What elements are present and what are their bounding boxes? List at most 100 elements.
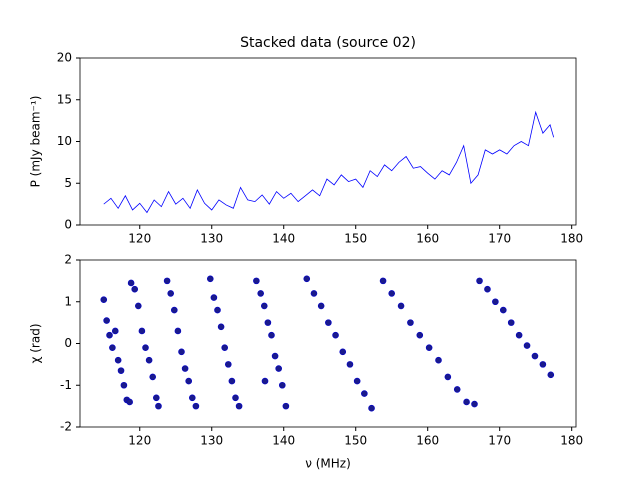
x-tick-label: 180 [560, 232, 583, 246]
data-point [332, 331, 339, 339]
data-point [221, 344, 228, 351]
y-tick-label: 15 [57, 92, 72, 106]
data-point [407, 319, 414, 326]
data-point [453, 386, 461, 393]
x-tick-label: 160 [416, 434, 439, 448]
data-point [515, 331, 523, 339]
data-point [507, 319, 515, 326]
data-point [111, 327, 119, 335]
data-point [114, 356, 122, 364]
y-tick-label: 10 [57, 134, 72, 148]
data-point [499, 306, 507, 314]
data-point [189, 394, 196, 402]
x-tick-label: 150 [344, 434, 367, 448]
data-point [379, 277, 387, 285]
data-point [127, 279, 135, 287]
data-point [275, 365, 282, 372]
y-tick-label: 2 [64, 253, 72, 267]
data-point [109, 344, 116, 351]
data-point [149, 373, 157, 381]
data-point [361, 390, 368, 397]
y-tick-label: -2 [60, 420, 72, 434]
x-tick-label: 150 [344, 232, 367, 246]
data-point [416, 331, 424, 339]
data-point [135, 302, 142, 310]
data-point [103, 317, 110, 324]
data-point [192, 402, 200, 410]
data-point [142, 344, 149, 351]
data-point [155, 402, 162, 410]
data-point [210, 294, 218, 301]
data-point [138, 327, 146, 335]
data-point [492, 298, 499, 306]
data-point [463, 398, 470, 406]
chart-title: Stacked data (source 02) [240, 35, 416, 51]
data-point [261, 377, 269, 385]
data-point [368, 404, 375, 412]
x-tick-label: 130 [200, 434, 223, 448]
y-tick-label: 5 [64, 176, 72, 190]
data-point [397, 302, 405, 310]
data-point [435, 356, 442, 364]
data-point [163, 277, 171, 285]
x-tick-label: 130 [200, 232, 223, 246]
data-point [100, 296, 108, 303]
data-point [282, 402, 290, 410]
y-tick-label: 0 [64, 218, 72, 232]
data-line [103, 110, 555, 214]
data-point [325, 319, 332, 326]
data-point [131, 285, 139, 293]
data-point [260, 302, 268, 310]
data-point [339, 348, 347, 356]
axes-frame [79, 259, 577, 428]
y-tick-label: 1 [64, 294, 72, 308]
data-point [145, 356, 153, 364]
data-point [181, 365, 189, 372]
data-point [214, 306, 221, 314]
data-point [531, 352, 539, 360]
data-point [185, 377, 193, 385]
data-point [253, 277, 260, 285]
data-point [217, 323, 225, 331]
data-point [547, 371, 555, 379]
data-point [388, 290, 396, 297]
data-point [523, 342, 531, 349]
data-point [539, 361, 547, 368]
data-point [174, 327, 182, 335]
data-point [444, 373, 452, 381]
x-tick-label: 120 [128, 232, 151, 246]
y-axis-label: χ (rad) [29, 323, 43, 363]
y-tick-label: -1 [60, 378, 72, 392]
x-tick-label: 170 [488, 434, 511, 448]
data-point [353, 377, 361, 385]
data-point [235, 402, 243, 410]
data-point [257, 290, 264, 297]
y-tick-label: 0 [64, 336, 72, 350]
data-point [303, 275, 311, 283]
data-point [178, 348, 185, 356]
data-point [206, 275, 214, 283]
y-tick-label: 20 [57, 51, 72, 65]
data-point [232, 394, 239, 402]
x-tick-label: 170 [488, 232, 511, 246]
data-point [126, 398, 133, 406]
data-point [153, 394, 160, 402]
data-point [310, 290, 318, 297]
x-tick-label: 140 [272, 232, 295, 246]
x-tick-label: 120 [128, 434, 151, 448]
data-point [317, 302, 325, 310]
data-point [346, 361, 354, 368]
x-tick-label: 160 [416, 232, 439, 246]
data-point [171, 306, 178, 314]
x-tick-label: 140 [272, 434, 295, 448]
data-point [271, 352, 279, 360]
data-point [224, 361, 232, 368]
data-point [278, 381, 286, 389]
data-point [268, 331, 275, 339]
data-point [167, 290, 175, 297]
data-point [476, 277, 483, 285]
x-axis-label: ν (MHz) [305, 457, 351, 471]
data-point [425, 344, 433, 351]
data-point [106, 331, 113, 339]
